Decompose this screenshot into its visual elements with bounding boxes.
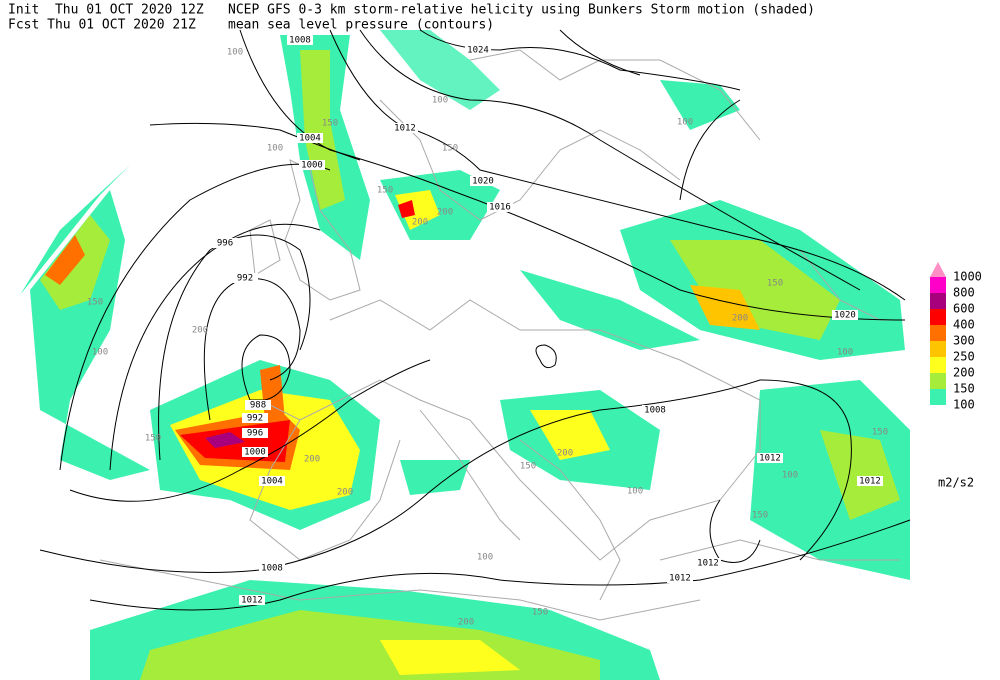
- contour-label: 992: [247, 414, 263, 424]
- legend-unit: m2/s2: [938, 476, 974, 490]
- shading-label: 150: [87, 298, 103, 308]
- contour-label: 1020: [472, 177, 494, 187]
- shading-label: 100: [782, 471, 798, 481]
- contour-label: 1024: [467, 46, 489, 56]
- shading-label: 200: [437, 208, 453, 218]
- forecast-time: Fcst Thu 01 OCT 2020 21Z: [8, 18, 196, 33]
- contour-label: 1004: [261, 477, 283, 487]
- shading-label: 150: [767, 279, 783, 289]
- shading-label: 150: [520, 462, 536, 472]
- shading-label: 150: [322, 119, 338, 129]
- contour-label-bg: [487, 202, 513, 212]
- legend-label: 400: [953, 318, 975, 332]
- shading-label: 200: [337, 488, 353, 498]
- contour-label-bg: [470, 176, 496, 186]
- contour-label: 1012: [697, 559, 719, 569]
- legend-label: 150: [953, 382, 975, 396]
- shading-label: 100: [92, 348, 108, 358]
- contour-label: 996: [247, 429, 263, 439]
- shading-label: 100: [227, 48, 243, 58]
- contour-label-bg: [242, 413, 268, 423]
- legend-label: 200: [953, 366, 975, 380]
- contour-label-bg: [299, 160, 325, 170]
- contour-label-bg: [242, 428, 268, 438]
- legend-swatch: [930, 325, 946, 341]
- contour-label-bg: [259, 476, 285, 486]
- contour-label: 1008: [289, 36, 311, 46]
- legend-label: 1000: [953, 270, 982, 284]
- contour-label-bg: [259, 563, 285, 573]
- contour-label-bg: [667, 573, 693, 583]
- shading-label: 200: [732, 314, 748, 324]
- contour-label: 992: [237, 274, 253, 284]
- shading-label: 150: [145, 434, 161, 444]
- contour-label: 1016: [489, 203, 511, 213]
- contour-label-bg: [232, 273, 258, 283]
- legend-swatch: [930, 309, 946, 325]
- shading-label: 100: [267, 144, 283, 154]
- title: NCEP GFS 0-3 km storm-relative helicity …: [228, 3, 815, 18]
- init-time: Init Thu 01 OCT 2020 12Z: [8, 3, 204, 18]
- legend-label: 800: [953, 286, 975, 300]
- contour-label-bg: [245, 400, 271, 410]
- contour-label: 1012: [759, 454, 781, 464]
- contour-label-bg: [212, 238, 238, 248]
- shading-label: 200: [557, 449, 573, 459]
- shading-label: 150: [532, 608, 548, 618]
- contour-label: 1000: [244, 448, 266, 458]
- isobars: [39, 29, 911, 611]
- legend-swatch: [930, 341, 946, 357]
- shading-label: 150: [442, 144, 458, 154]
- shading-label: 150: [872, 428, 888, 438]
- contour-label: 1008: [644, 406, 666, 416]
- contour-label-bg: [832, 310, 858, 320]
- shading-label: 200: [192, 326, 208, 336]
- contour-label-bg: [297, 133, 323, 143]
- contour-label: 1012: [241, 596, 263, 606]
- contour-label-bg: [392, 123, 418, 133]
- contour-label: 1020: [834, 311, 856, 321]
- contour-label: 1012: [859, 477, 881, 487]
- shading-label: 150: [377, 186, 393, 196]
- subtitle: mean sea level pressure (contours): [228, 18, 494, 33]
- legend-label: 250: [953, 350, 975, 364]
- shading-label: 200: [458, 618, 474, 628]
- shading-label: 100: [837, 348, 853, 358]
- contour-label-bg: [642, 405, 668, 415]
- contour-label: 996: [217, 239, 233, 249]
- contour-label-bg: [695, 558, 721, 568]
- shading-label: 100: [432, 96, 448, 106]
- contour-label: 1004: [299, 134, 321, 144]
- contour-label-bg: [757, 453, 783, 463]
- legend-label: 100: [953, 398, 975, 412]
- shading-label: 200: [304, 455, 320, 465]
- shading-label: 200: [412, 218, 428, 228]
- legend-label: 600: [953, 302, 975, 316]
- shading-label: 100: [627, 487, 643, 497]
- contour-label: 988: [250, 401, 266, 411]
- shading-label: 100: [477, 553, 493, 563]
- contour-label-bg: [857, 476, 883, 486]
- contour-label-bg: [287, 35, 313, 45]
- contour-label-bg: [239, 595, 265, 605]
- legend-swatch: [930, 277, 946, 293]
- legend-triangle: [930, 262, 946, 277]
- contour-label: 1008: [261, 564, 283, 574]
- legend-label: 300: [953, 334, 975, 348]
- contour-label-bg: [242, 447, 268, 457]
- contour-label: 1000: [301, 161, 323, 171]
- shading-label: 150: [752, 511, 768, 521]
- contour-label: 1012: [669, 574, 691, 584]
- legend-swatch: [930, 373, 946, 389]
- shading: [20, 30, 910, 680]
- legend-swatch: [930, 357, 946, 373]
- legend-swatch: [930, 293, 946, 309]
- shading-label: 100: [677, 118, 693, 128]
- contour-label: 1012: [394, 124, 416, 134]
- coastlines: [99, 49, 905, 621]
- legend-swatch: [930, 389, 946, 405]
- contour-label-bg: [465, 45, 491, 55]
